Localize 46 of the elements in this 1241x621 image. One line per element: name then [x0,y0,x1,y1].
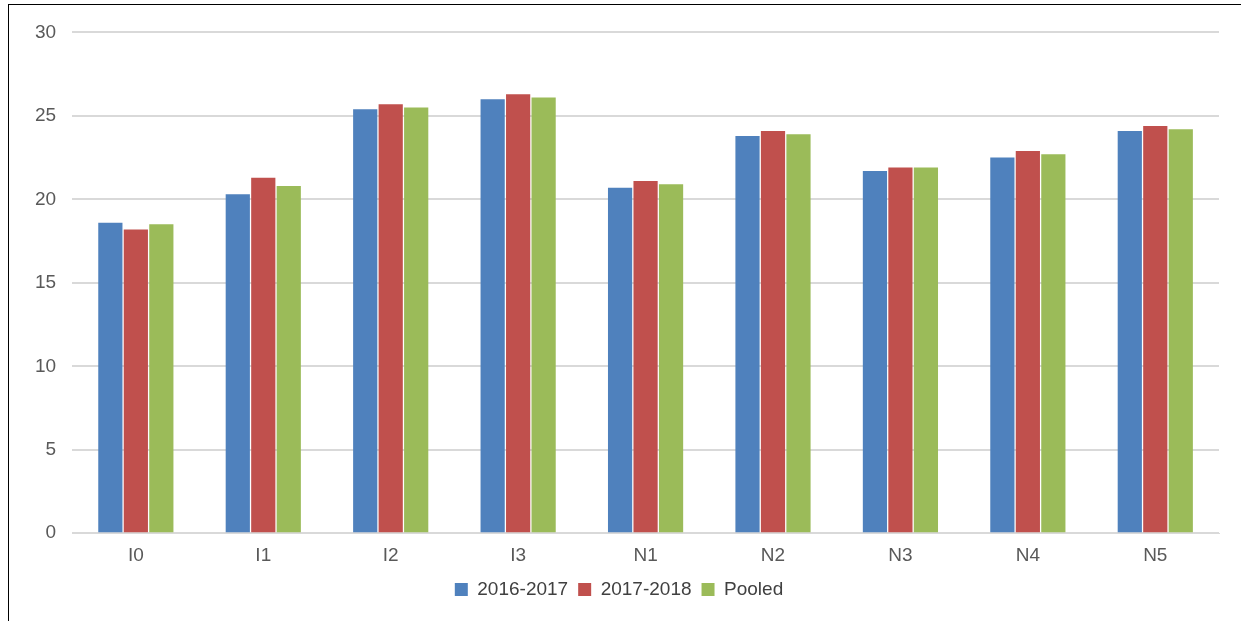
x-tick-label: I2 [382,543,399,565]
x-tick-label: N2 [760,543,786,565]
bar [1015,150,1040,533]
x-tick-label: N1 [633,543,658,565]
bar [506,94,531,533]
bar [607,187,633,533]
bar [1143,125,1168,533]
bar [786,134,811,533]
x-tick-label: I0 [127,543,144,565]
bar [658,184,684,533]
bar [1041,154,1066,533]
legend-label: 2016-2017 [477,577,569,599]
x-tick-label: N4 [1015,543,1041,565]
y-tick-label: 5 [45,437,57,459]
bar [1117,130,1142,533]
bar [633,180,658,533]
bar [353,109,378,533]
y-tick-label: 0 [45,521,57,543]
bar [276,185,301,533]
bar [735,135,760,533]
y-tick-label: 10 [34,354,57,376]
legend-label: Pooled [724,577,784,599]
bar [378,104,403,533]
legend-label: 2017-2018 [600,577,692,599]
bar [913,167,939,533]
bar [888,167,913,533]
bar [404,107,429,533]
y-tick-label: 15 [34,271,57,293]
bar [123,229,148,533]
y-tick-label: 25 [34,104,57,126]
bar [480,99,505,533]
x-tick-label: I1 [255,543,272,565]
bar [251,177,276,533]
bar [760,130,786,533]
bar [531,97,556,533]
bar [149,224,174,533]
bar [990,157,1015,533]
bar [98,222,123,533]
bar [225,194,250,533]
x-tick-label: N5 [1143,543,1168,565]
y-tick-label: 20 [34,187,57,209]
x-tick-label: I3 [510,543,527,565]
bar [1168,129,1193,533]
bar [862,170,888,533]
x-tick-label: N3 [888,543,913,565]
y-tick-label: 30 [34,20,57,42]
